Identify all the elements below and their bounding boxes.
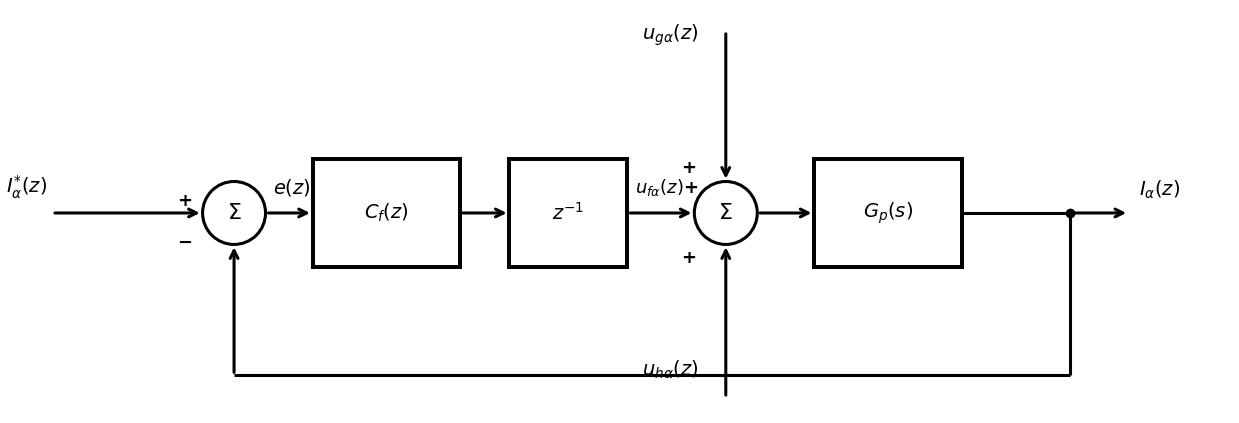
Text: −: − <box>177 233 192 252</box>
Text: $u_{g\alpha}(z)$: $u_{g\alpha}(z)$ <box>642 22 699 48</box>
Text: $I_{\alpha}^{*}(z)$: $I_{\alpha}^{*}(z)$ <box>6 174 47 201</box>
Text: $\Sigma$: $\Sigma$ <box>719 203 733 223</box>
Text: $C_{f}(z)$: $C_{f}(z)$ <box>364 202 409 224</box>
Text: +: + <box>681 250 696 267</box>
Text: $\Sigma$: $\Sigma$ <box>227 203 242 223</box>
Text: $z^{-1}$: $z^{-1}$ <box>553 202 585 224</box>
Text: $u_{f\alpha}(z)$+: $u_{f\alpha}(z)$+ <box>636 177 699 198</box>
Text: +: + <box>177 192 192 210</box>
Text: $u_{h\alpha}(z)$: $u_{h\alpha}(z)$ <box>642 359 699 381</box>
Text: +: + <box>681 159 696 176</box>
Text: $I_{\alpha}(z)$: $I_{\alpha}(z)$ <box>1139 179 1180 201</box>
Text: $G_{p}(s)$: $G_{p}(s)$ <box>864 200 913 226</box>
Text: $e(z)$: $e(z)$ <box>274 177 311 198</box>
Bar <box>814 159 961 267</box>
Bar <box>509 159 627 267</box>
Bar <box>312 159 460 267</box>
